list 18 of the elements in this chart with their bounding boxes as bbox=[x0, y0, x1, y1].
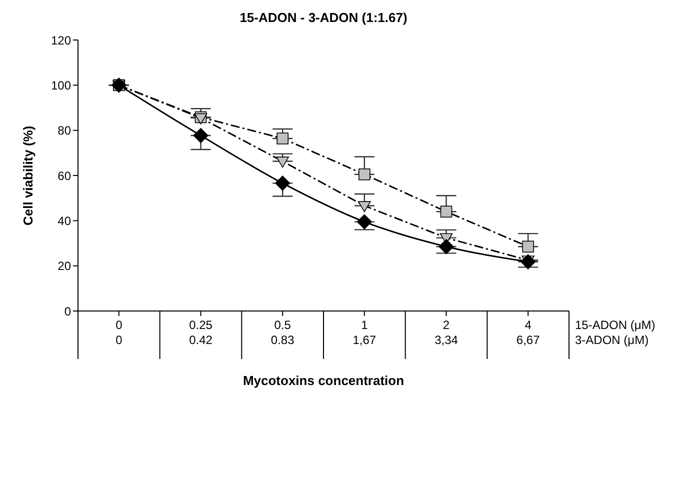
x-tick-label: 0 0 bbox=[116, 318, 123, 347]
x-axis-title: Mycotoxins concentration bbox=[242, 373, 404, 388]
x-tick-label: 0.5 0.83 bbox=[270, 318, 295, 347]
y-tick-label: 80 bbox=[58, 124, 72, 138]
y-tick-label: 20 bbox=[58, 259, 72, 274]
y-tick-label: 100 bbox=[50, 78, 72, 92]
x-tick-label: 0.25 0.42 bbox=[189, 318, 213, 347]
x-tick-label: 2 3,34 bbox=[434, 318, 458, 347]
y-axis-title: Cell viability (%) bbox=[20, 126, 36, 226]
y-tick-label: 120 bbox=[50, 33, 72, 48]
chart-title: 15-ADON - 3-ADON (1:1.67) bbox=[238, 10, 408, 25]
y-tick-label: 40 bbox=[58, 214, 72, 228]
text: 15-ADON (μM) bbox=[575, 318, 656, 332]
y-tick-label: 60 bbox=[58, 168, 72, 183]
x-tick-label: 1 1,67 bbox=[352, 318, 376, 347]
y-tick-label: 0 bbox=[64, 304, 72, 318]
text: 3-ADON (μM) bbox=[575, 333, 649, 347]
x-tick-label: 4 6,67 bbox=[516, 318, 540, 347]
